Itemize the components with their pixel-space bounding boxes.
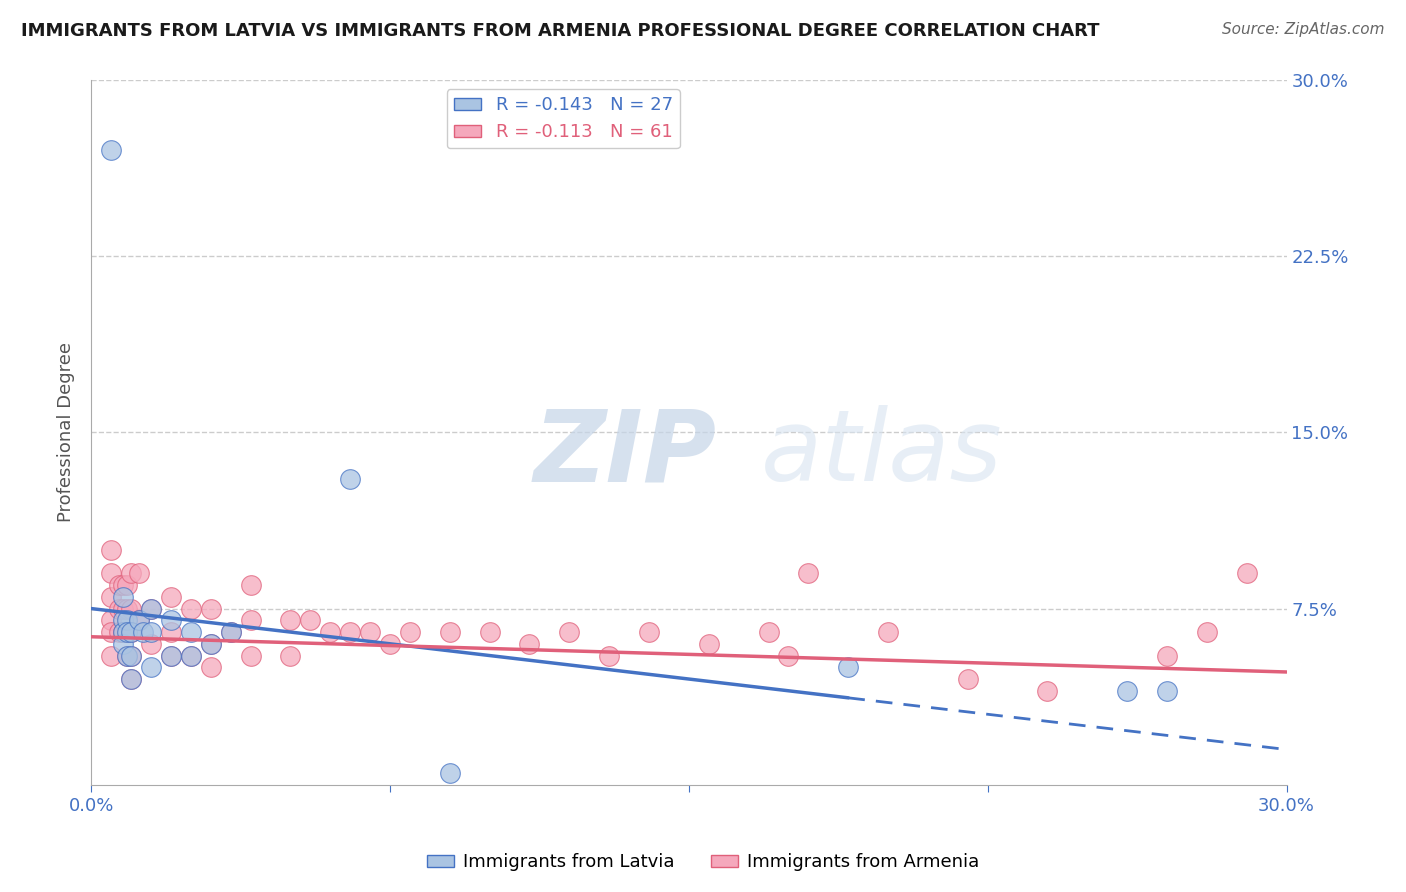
Point (239, 648, 262, 663)
Point (359, 625, 381, 640)
Point (128, 613, 150, 627)
Point (638, 625, 661, 640)
Point (319, 625, 342, 640)
Point (797, 566, 820, 581)
Point (115, 625, 138, 640)
Point (100, 144, 122, 158)
Point (956, 672, 979, 686)
Text: Source: ZipAtlas.com: Source: ZipAtlas.com (1222, 22, 1385, 37)
Point (200, 637, 222, 651)
Point (112, 625, 135, 640)
Point (1156, 648, 1178, 663)
Point (115, 625, 138, 640)
Point (219, 625, 242, 640)
Point (180, 625, 202, 640)
Point (598, 648, 620, 663)
Text: ZIP: ZIP (533, 405, 717, 502)
Point (120, 648, 142, 663)
Point (1036, 683, 1059, 698)
Point (128, 613, 150, 627)
Point (180, 648, 202, 663)
Point (339, 472, 361, 486)
Point (120, 625, 142, 640)
Point (160, 613, 183, 627)
Point (877, 625, 900, 640)
Point (478, 625, 501, 640)
Point (180, 601, 202, 615)
Point (399, 625, 422, 640)
Point (200, 637, 222, 651)
Point (139, 637, 162, 651)
Point (239, 578, 262, 592)
Point (139, 601, 162, 615)
Point (1116, 683, 1139, 698)
Point (120, 672, 142, 686)
Point (1236, 566, 1258, 581)
Point (120, 566, 142, 581)
Point (219, 625, 242, 640)
Point (108, 601, 131, 615)
Point (100, 648, 122, 663)
Point (439, 625, 461, 640)
Point (378, 637, 401, 651)
Point (115, 578, 138, 592)
Point (100, 566, 122, 581)
Point (519, 637, 541, 651)
Point (132, 625, 155, 640)
Point (115, 648, 138, 663)
Point (120, 672, 142, 686)
Point (100, 590, 122, 604)
Point (100, 613, 122, 627)
Point (280, 648, 302, 663)
Point (160, 648, 183, 663)
Point (112, 625, 135, 640)
Point (200, 601, 222, 615)
Point (120, 601, 142, 615)
Point (115, 648, 138, 663)
Point (758, 625, 780, 640)
Point (139, 601, 162, 615)
Point (128, 566, 150, 581)
Point (778, 648, 800, 663)
Point (160, 590, 183, 604)
Point (139, 625, 162, 640)
Point (139, 660, 162, 674)
Point (1195, 625, 1218, 640)
Legend: Immigrants from Latvia, Immigrants from Armenia: Immigrants from Latvia, Immigrants from … (420, 847, 986, 879)
Point (837, 660, 859, 674)
Point (200, 660, 222, 674)
Point (115, 613, 138, 627)
Point (160, 625, 183, 640)
Point (697, 637, 720, 651)
Point (108, 578, 131, 592)
Point (120, 648, 142, 663)
Point (439, 766, 461, 780)
Text: IMMIGRANTS FROM LATVIA VS IMMIGRANTS FROM ARMENIA PROFESSIONAL DEGREE CORRELATIO: IMMIGRANTS FROM LATVIA VS IMMIGRANTS FRO… (21, 22, 1099, 40)
Point (100, 625, 122, 640)
Point (239, 613, 262, 627)
Point (112, 613, 135, 627)
Point (115, 601, 138, 615)
Text: atlas: atlas (761, 405, 1002, 502)
Point (339, 625, 361, 640)
Y-axis label: Professional Degree: Professional Degree (58, 343, 75, 523)
Point (100, 542, 122, 557)
Point (112, 637, 135, 651)
Point (160, 648, 183, 663)
Point (112, 590, 135, 604)
Point (112, 578, 135, 592)
Point (558, 625, 581, 640)
Point (112, 601, 135, 615)
Legend: R = -0.143   N = 27, R = -0.113   N = 61: R = -0.143 N = 27, R = -0.113 N = 61 (447, 89, 681, 148)
Point (1156, 683, 1178, 698)
Point (108, 625, 131, 640)
Point (299, 613, 322, 627)
Point (120, 625, 142, 640)
Point (180, 648, 202, 663)
Point (280, 613, 302, 627)
